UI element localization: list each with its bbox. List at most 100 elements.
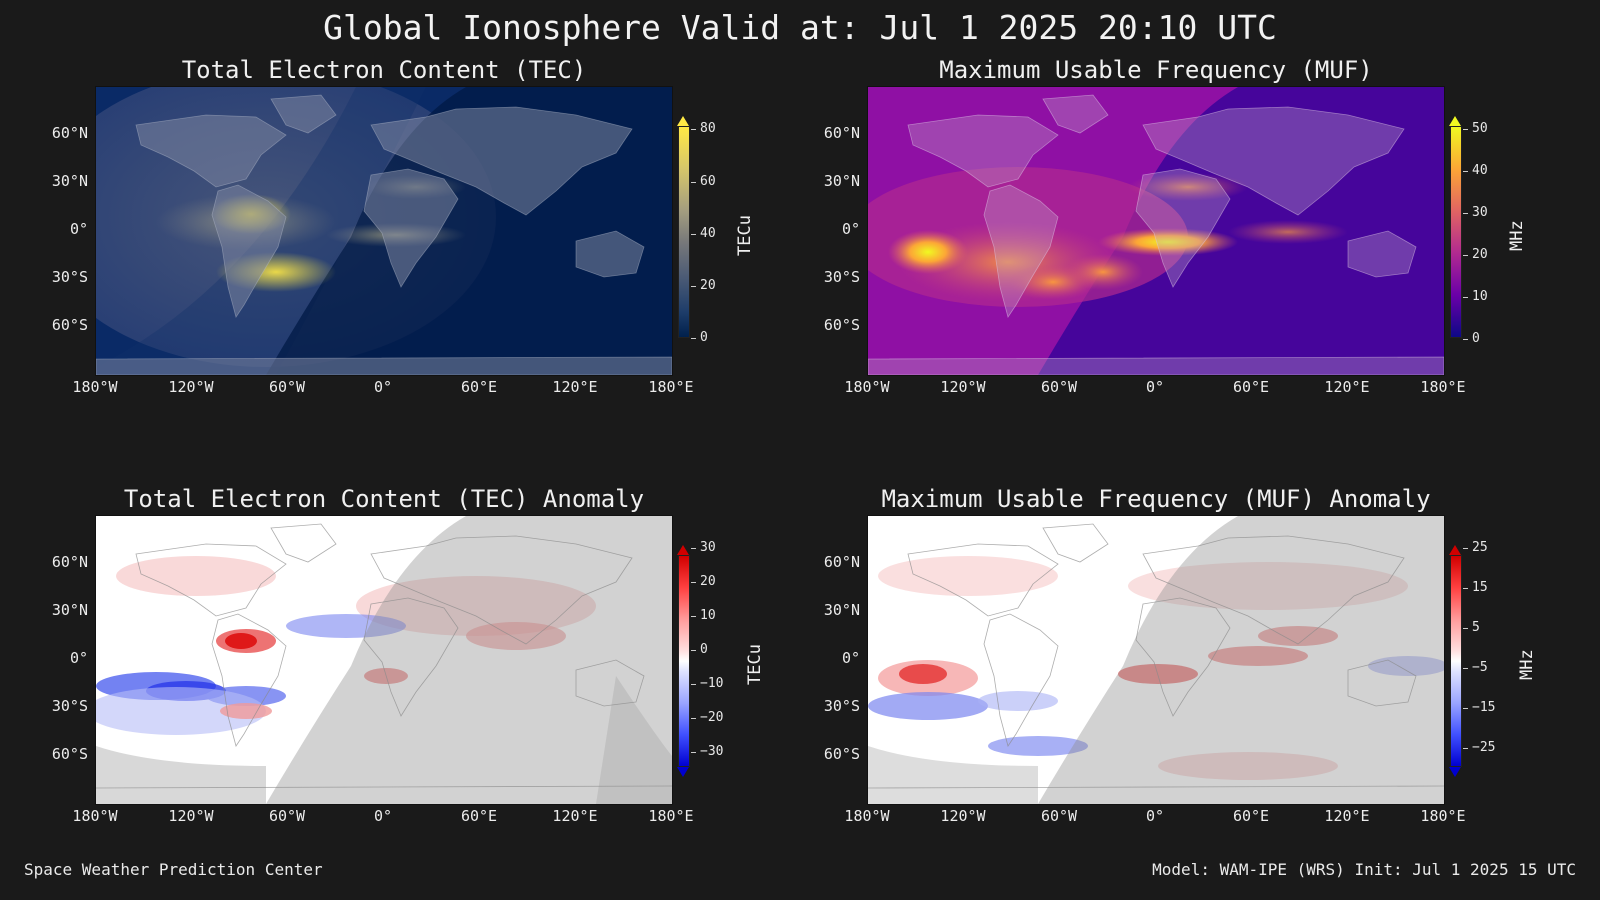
latitude-tick-label: 60°S <box>823 316 860 334</box>
tec-colorbar <box>678 126 690 338</box>
latitude-tick-label: 60°N <box>51 124 88 142</box>
longitude-tick-label: 120°W <box>168 378 214 396</box>
muf-colorbar-extend-up <box>1449 116 1461 126</box>
latitude-tick-label: 30°N <box>823 172 860 190</box>
colorbar-tick: 0 <box>691 330 708 345</box>
colorbar-tick: −15 <box>1462 700 1496 715</box>
longitude-tick-label: 0° <box>1145 378 1165 396</box>
longitude-tick-label: 180°E <box>648 378 694 396</box>
muf-panel-title: Maximum Usable Frequency (MUF) <box>939 56 1373 84</box>
latitude-tick-label: 30°S <box>823 268 860 286</box>
latitude-tick-label: 0° <box>841 220 860 238</box>
colorbar-tick: 20 <box>691 574 716 589</box>
longitude-tick-label: 180°W <box>72 807 118 825</box>
latitude-tick-label: 30°S <box>51 697 88 715</box>
latitude-tick-label: 60°S <box>51 316 88 334</box>
tec-anomaly-colorbar-extend-down <box>677 767 689 777</box>
longitude-tick-label: 180°E <box>1420 378 1466 396</box>
tec-anomaly-panel-title: Total Electron Content (TEC) Anomaly <box>123 485 645 513</box>
latitude-tick-label: 0° <box>69 220 88 238</box>
longitude-tick-label: 180°E <box>648 807 694 825</box>
longitude-tick-label: 60°W <box>268 807 306 825</box>
longitude-tick-label: 0° <box>1145 807 1165 825</box>
muf-anomaly-colorbar-label: MHz <box>1517 649 1537 680</box>
latitude-tick-label: 60°S <box>51 745 88 763</box>
longitude-tick-label: 60°E <box>460 378 498 396</box>
latitude-tick-label: 60°N <box>823 124 860 142</box>
colorbar-tick: 40 <box>1463 163 1488 178</box>
longitude-tick-label: 120°E <box>1324 807 1370 825</box>
muf-anomaly-panel: Maximum Usable Frequency (MUF) Anomaly <box>867 485 1567 835</box>
colorbar-tick: 60 <box>691 174 716 189</box>
longitude-tick-label: 180°E <box>1420 807 1466 825</box>
colorbar-tick: −25 <box>1462 740 1496 755</box>
latitude-tick-label: 60°N <box>823 553 860 571</box>
longitude-tick-label: 60°W <box>268 378 306 396</box>
muf-anomaly-colorbar <box>1450 555 1462 767</box>
tec-anomaly-colorbar <box>678 555 690 767</box>
longitude-tick-label: 120°E <box>552 807 598 825</box>
longitude-tick-label: 60°W <box>1040 807 1078 825</box>
tec-anomaly-map[interactable] <box>95 515 673 805</box>
footer-credit: Space Weather Prediction Center <box>24 860 323 879</box>
muf-anomaly-colorbar-extend-up <box>1449 545 1461 555</box>
colorbar-tick: 30 <box>691 540 716 555</box>
tec-colorbar-label: TECu <box>735 215 755 256</box>
longitude-tick-label: 60°E <box>460 807 498 825</box>
muf-anomaly-colorbar-extend-down <box>1449 767 1461 777</box>
longitude-tick-label: 60°E <box>1232 378 1270 396</box>
latitude-tick-label: 30°S <box>51 268 88 286</box>
latitude-tick-label: 0° <box>841 649 860 667</box>
page-title: Global Ionosphere Valid at: Jul 1 2025 2… <box>323 8 1277 47</box>
colorbar-tick: 30 <box>1463 205 1488 220</box>
muf-panel: Maximum Usable Frequency (MUF) <box>867 56 1567 406</box>
colorbar-tick: 20 <box>691 278 716 293</box>
tec-panel: Total Electron Content (TEC) <box>95 56 795 406</box>
latitude-tick-label: 30°N <box>823 601 860 619</box>
colorbar-tick: 40 <box>691 226 716 241</box>
colorbar-tick: 80 <box>691 121 716 136</box>
colorbar-tick: 20 <box>1463 247 1488 262</box>
footer-model-info: Model: WAM-IPE (WRS) Init: Jul 1 2025 15… <box>1152 860 1576 879</box>
longitude-tick-label: 180°W <box>844 378 890 396</box>
colorbar-tick: 5 <box>1463 620 1480 635</box>
colorbar-tick: −5 <box>1463 660 1488 675</box>
tec-panel-title: Total Electron Content (TEC) <box>181 56 587 84</box>
colorbar-tick: 50 <box>1463 121 1488 136</box>
longitude-tick-label: 120°E <box>552 378 598 396</box>
colorbar-tick: 0 <box>1463 331 1480 346</box>
colorbar-tick: 0 <box>691 642 708 657</box>
tec-anomaly-panel: Total Electron Content (TEC) Anomaly <box>95 485 795 835</box>
longitude-tick-label: 60°E <box>1232 807 1270 825</box>
tec-anomaly-colorbar-label: TECu <box>745 644 765 685</box>
muf-colorbar <box>1450 126 1462 338</box>
tec-colorbar-extend-up <box>677 116 689 126</box>
longitude-tick-label: 0° <box>373 807 393 825</box>
longitude-tick-label: 180°W <box>844 807 890 825</box>
colorbar-tick: 10 <box>691 608 716 623</box>
longitude-tick-label: 120°W <box>168 807 214 825</box>
colorbar-tick: 25 <box>1463 540 1488 555</box>
tec-anomaly-colorbar-extend-up <box>677 545 689 555</box>
muf-colorbar-label: MHz <box>1507 220 1527 251</box>
muf-map[interactable] <box>867 86 1445 376</box>
longitude-tick-label: 120°W <box>940 378 986 396</box>
colorbar-tick: −10 <box>690 676 724 691</box>
longitude-tick-label: 120°E <box>1324 378 1370 396</box>
latitude-tick-label: 0° <box>69 649 88 667</box>
latitude-tick-label: 60°N <box>51 553 88 571</box>
colorbar-tick: −20 <box>690 710 724 725</box>
latitude-tick-label: 60°S <box>823 745 860 763</box>
muf-anomaly-map[interactable] <box>867 515 1445 805</box>
tec-map[interactable] <box>95 86 673 376</box>
colorbar-tick: −30 <box>690 744 724 759</box>
colorbar-tick: 15 <box>1463 580 1488 595</box>
longitude-tick-label: 60°W <box>1040 378 1078 396</box>
colorbar-tick: 10 <box>1463 289 1488 304</box>
latitude-tick-label: 30°S <box>823 697 860 715</box>
muf-anomaly-panel-title: Maximum Usable Frequency (MUF) Anomaly <box>881 485 1431 513</box>
latitude-tick-label: 30°N <box>51 601 88 619</box>
longitude-tick-label: 120°W <box>940 807 986 825</box>
longitude-tick-label: 0° <box>373 378 393 396</box>
longitude-tick-label: 180°W <box>72 378 118 396</box>
